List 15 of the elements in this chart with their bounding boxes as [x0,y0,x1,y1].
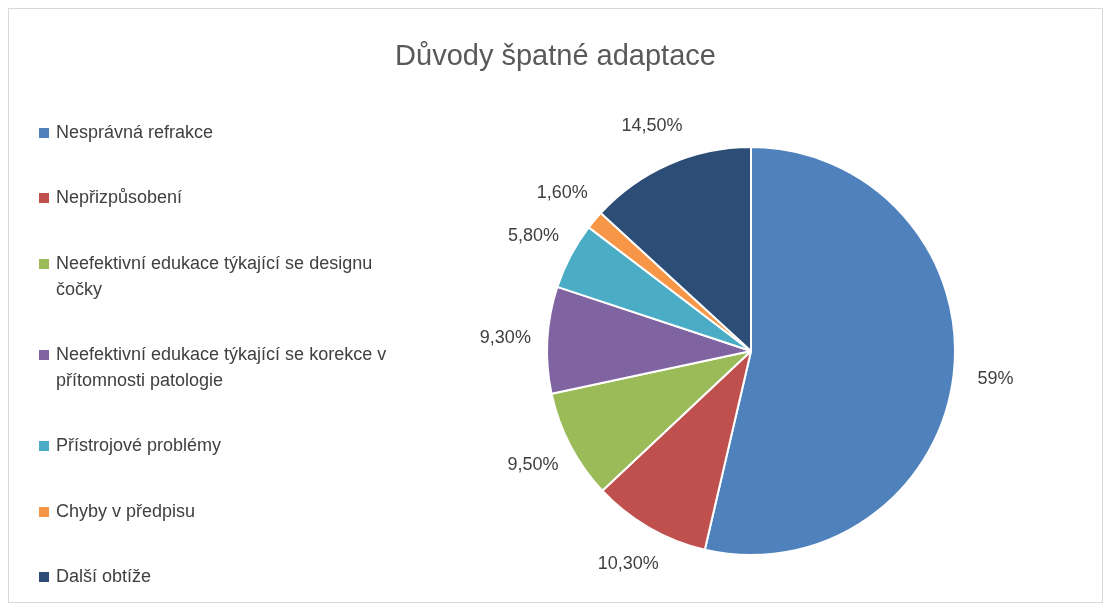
data-label: 1,60% [536,182,588,203]
legend-label: Neefektivní edukace týkající se korekce v přítomnosti patologie [56,343,388,392]
legend-label: Nesprávná refrakce [56,121,214,144]
chart-title: Důvody špatné adaptace [394,39,717,72]
data-label: 14,50% [621,114,683,135]
data-label: 10,30% [597,553,659,574]
data-label: 9,30% [479,326,531,347]
legend-label: Přístrojové problémy [56,434,222,458]
legend-label: Nepřizpůsobení [56,186,183,210]
legend-label: Další obtíže [56,564,152,588]
data-label: 9,50% [507,454,559,475]
legend-label: Chyby v předpisu [56,499,196,523]
data-label: 5,80% [507,225,559,246]
legend-label: Neefektivní edukace týkající se designu čočky [56,251,374,301]
data-label: 59% [977,368,1014,389]
